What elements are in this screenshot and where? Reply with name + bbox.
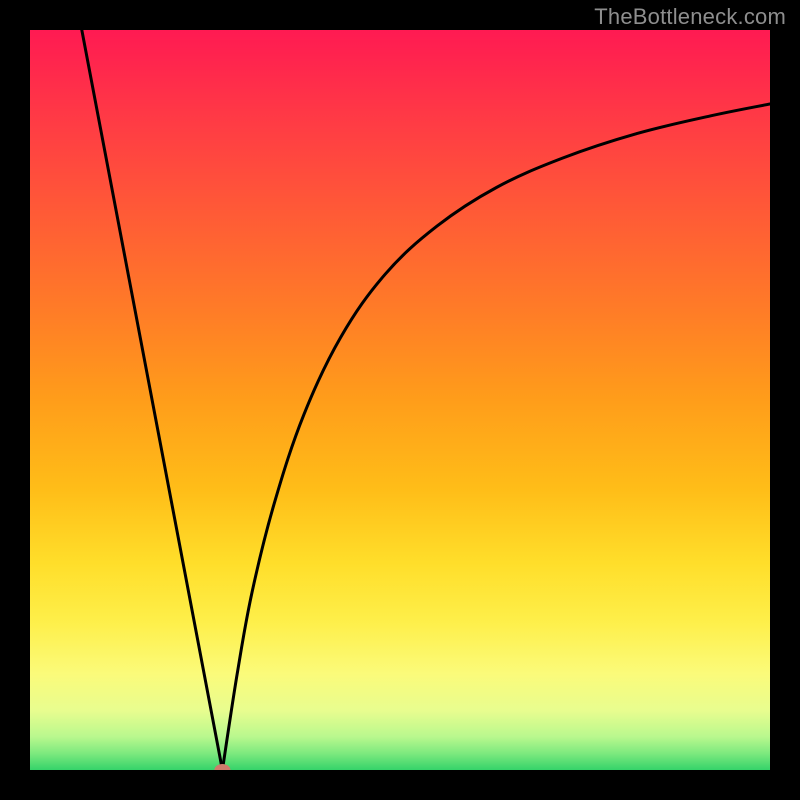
plot-area — [30, 30, 770, 770]
chart-container: TheBottleneck.com — [0, 0, 800, 800]
chart-svg — [30, 30, 770, 770]
watermark-text: TheBottleneck.com — [594, 4, 786, 30]
gradient-background — [30, 30, 770, 770]
